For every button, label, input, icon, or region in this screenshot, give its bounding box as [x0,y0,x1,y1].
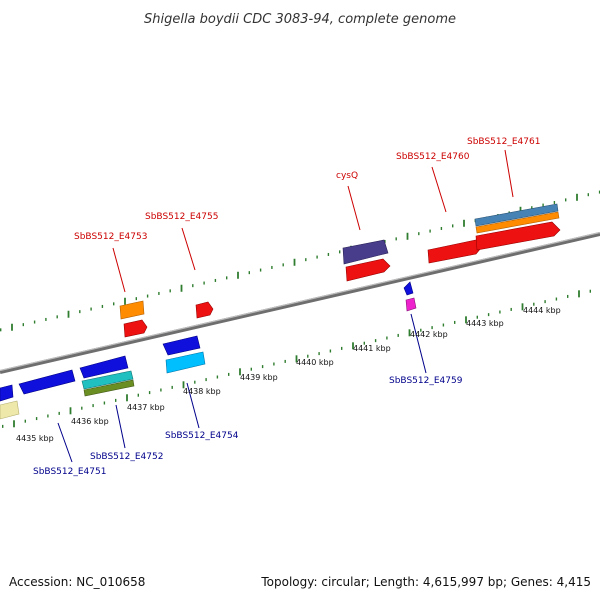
gene-turquoise[interactable] [81,370,134,390]
lower-tick-track [2,289,591,428]
gene-label[interactable]: SbBS512_E4754 [165,431,239,441]
label-leaders [57,149,514,463]
forward-genes [119,203,561,338]
scale-label: 4437 kbp [127,403,165,412]
genome-backbone [0,231,600,374]
gene-label[interactable]: SbBS512_E4759 [389,376,463,386]
scale-labels: 4435 kbp 4436 kbp 4437 kbp 4438 kbp 4439… [16,306,561,443]
scale-label: 4439 kbp [240,373,278,382]
gene-blue-arrow[interactable] [0,384,14,402]
accession-text: Accession: NC_010658 [9,575,145,589]
upper-tick-track [0,190,600,332]
gene-pale-yellow[interactable] [0,400,20,420]
scale-label: 4435 kbp [16,434,54,443]
gene-orange[interactable] [475,211,560,234]
gene-label[interactable]: SbBS512_E4755 [145,212,218,222]
gene-steelblue[interactable] [474,203,559,227]
gene-magenta[interactable] [405,297,417,312]
gene-olive[interactable] [83,379,135,397]
gene-label[interactable]: SbBS512_E4752 [90,452,163,462]
gene-label[interactable]: SbBS512_E4751 [33,467,106,477]
scale-label: 4436 kbp [71,417,109,426]
gene-red-arrow[interactable] [427,239,482,264]
reverse-genes [0,281,417,420]
scale-label: 4444 kbp [523,306,561,315]
gene-blue-arrow[interactable] [79,355,129,379]
gene-red-arrow[interactable] [123,319,148,338]
gene-orange[interactable] [119,300,145,320]
gene-red-arrow[interactable] [345,258,391,282]
gene-blue-arrow[interactable] [403,281,414,296]
gene-label[interactable]: SbBS512_E4761 [467,137,540,147]
gene-label[interactable]: cysQ [336,171,358,181]
scale-label: 4438 kbp [183,387,221,396]
gene-blue-arrow[interactable] [162,335,201,356]
gene-red-arrow[interactable] [195,301,214,319]
scale-label: 4442 kbp [410,330,448,339]
gene-cysq[interactable] [342,239,389,265]
genome-summary-text: Topology: circular; Length: 4,615,997 bp… [260,575,591,589]
scale-label: 4441 kbp [353,344,391,353]
gene-label[interactable]: SbBS512_E4753 [74,232,147,242]
map-title: Shigella boydii CDC 3083-94, complete ge… [144,12,456,27]
gene-labels-reverse: SbBS512_E4751 SbBS512_E4752 SbBS512_E475… [33,376,463,477]
gene-blue-arrow[interactable] [18,369,76,395]
gene-red-arrow[interactable] [475,221,561,251]
scale-label: 4443 kbp [466,319,504,328]
gene-deepskyblue[interactable] [165,351,206,374]
scale-label: 4440 kbp [296,358,334,367]
gene-labels-forward: SbBS512_E4753 SbBS512_E4755 cysQ SbBS512… [74,137,540,242]
gene-label[interactable]: SbBS512_E4760 [396,152,470,162]
